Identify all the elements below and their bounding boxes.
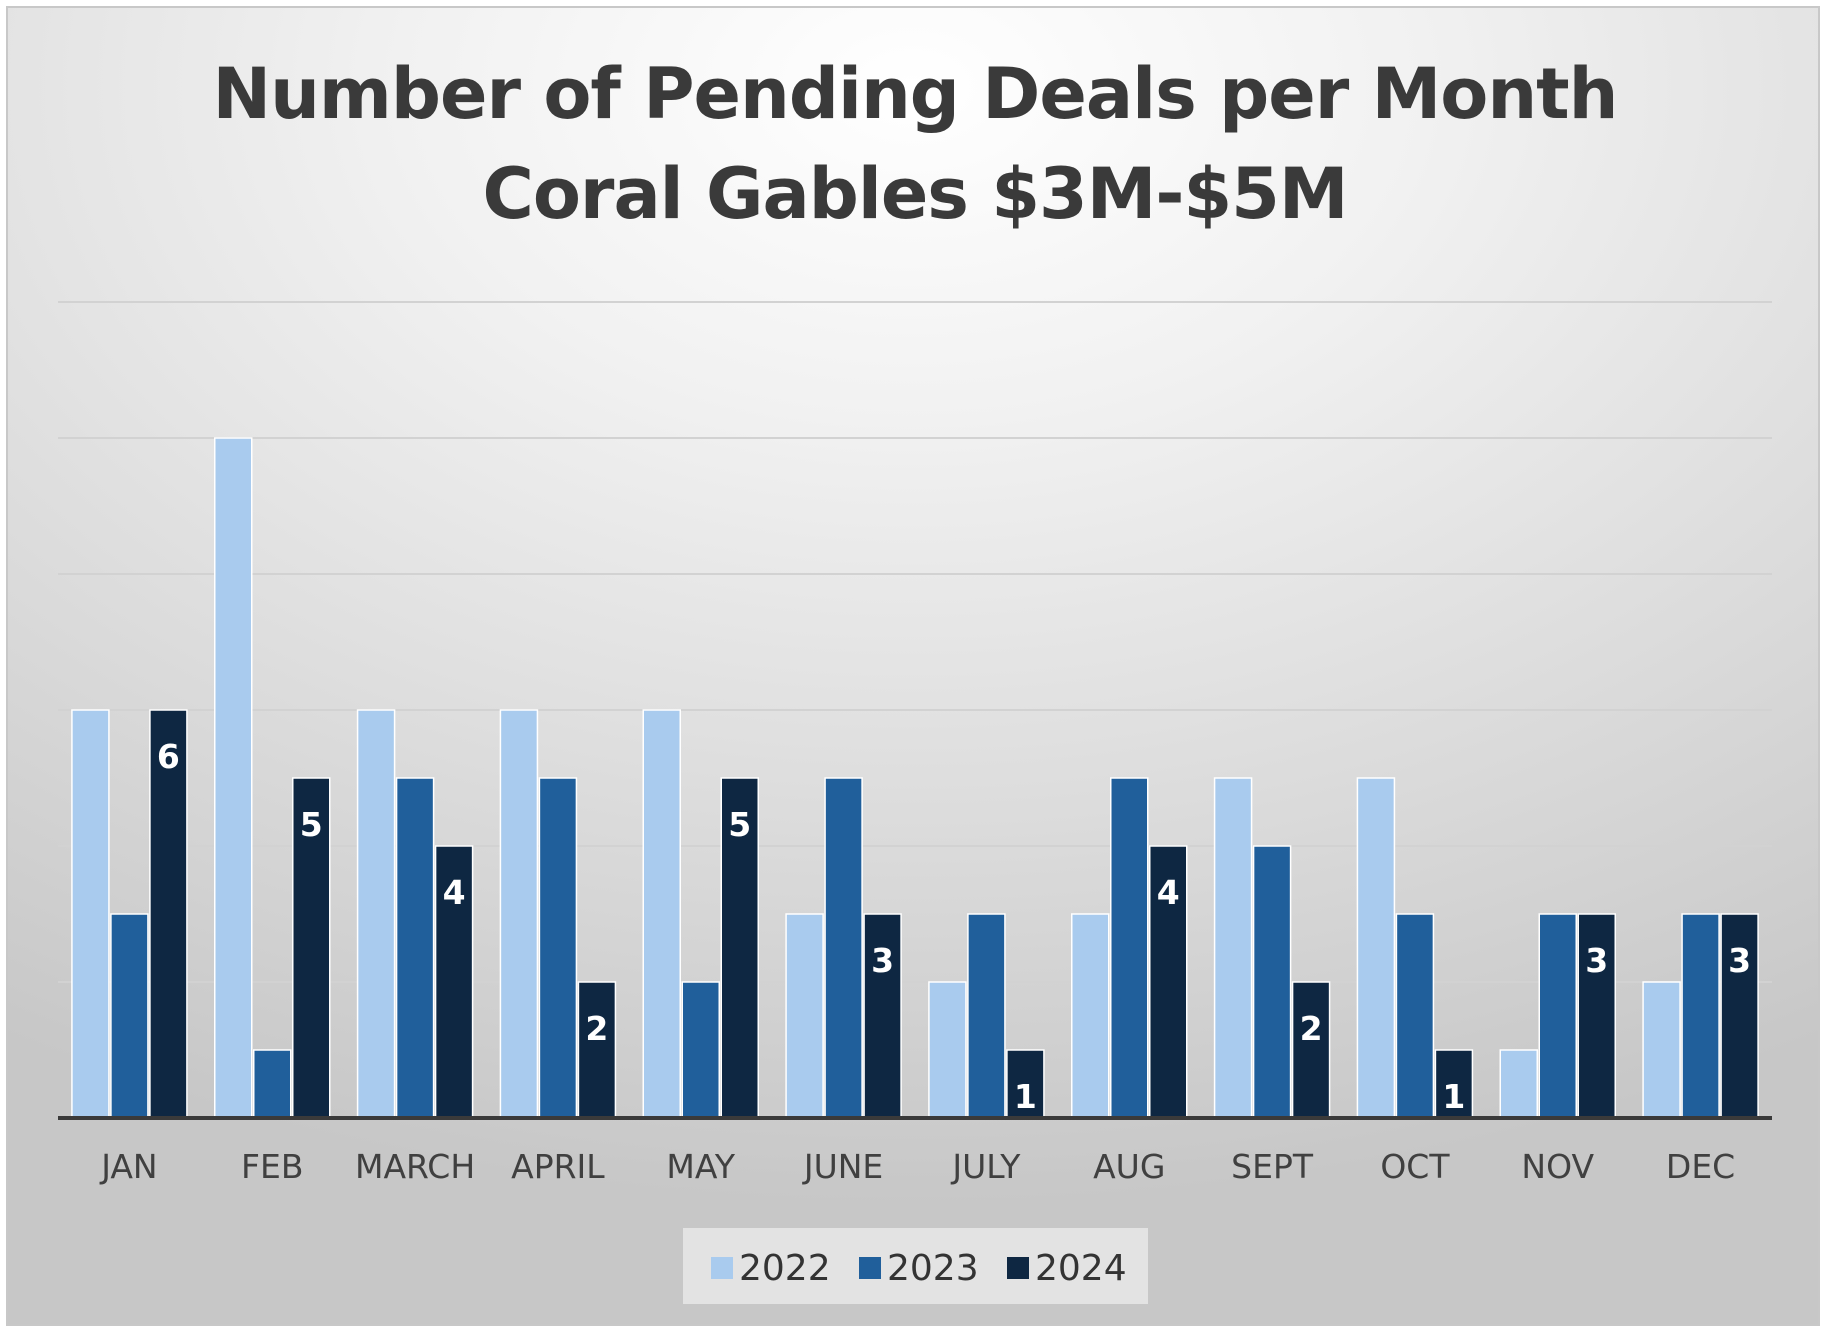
bar-2022-nov bbox=[1499, 1049, 1538, 1119]
bar-2024-sept bbox=[1291, 981, 1331, 1119]
data-label-2024-dec: 3 bbox=[1728, 941, 1751, 980]
legend-swatch-2023 bbox=[859, 1257, 881, 1279]
data-label-2024-aug: 4 bbox=[1157, 873, 1180, 912]
data-label-2024-sept: 2 bbox=[1300, 1009, 1323, 1048]
bar-2023-june bbox=[824, 777, 863, 1119]
data-label-2024-may: 5 bbox=[728, 805, 751, 844]
bar-2024-june bbox=[863, 913, 902, 1119]
bar-2023-july bbox=[967, 913, 1006, 1119]
legend-swatch-2024 bbox=[1007, 1257, 1029, 1279]
data-label-2024-feb: 5 bbox=[300, 805, 323, 844]
data-label-2024-june: 3 bbox=[871, 941, 894, 980]
data-label-2024-july: 1 bbox=[1014, 1077, 1037, 1116]
legend: 2022 2023 2024 bbox=[683, 1228, 1148, 1304]
bar-2023-march bbox=[395, 777, 435, 1119]
x-tick-label-july: JULY bbox=[950, 1147, 1021, 1186]
bar-2024-aug bbox=[1149, 845, 1188, 1119]
bar-2023-dec bbox=[1681, 913, 1720, 1119]
bar-2023-april bbox=[538, 777, 578, 1119]
x-tick-label-oct: OCT bbox=[1380, 1147, 1450, 1186]
bar-2023-jan bbox=[110, 913, 149, 1119]
x-tick-label-nov: NOV bbox=[1521, 1147, 1594, 1186]
bar-2024-feb bbox=[292, 777, 331, 1119]
bar-2022-dec bbox=[1642, 981, 1681, 1119]
bar-2022-april bbox=[499, 709, 539, 1119]
x-tick-label-dec: DEC bbox=[1666, 1147, 1735, 1186]
x-tick-label-may: MAY bbox=[666, 1147, 735, 1186]
bar-2022-july bbox=[928, 981, 967, 1119]
legend-label-2022: 2022 bbox=[739, 1248, 831, 1289]
chart: Number of Pending Deals per Month Coral … bbox=[58, 53, 1772, 1304]
gridlines bbox=[58, 301, 1772, 983]
bar-2023-may bbox=[681, 981, 720, 1119]
bar-2022-june bbox=[785, 913, 824, 1119]
bar-2022-aug bbox=[1071, 913, 1110, 1119]
x-tick-label-april: APRIL bbox=[511, 1147, 605, 1186]
chart-frame: Number of Pending Deals per Month Coral … bbox=[6, 6, 1820, 1326]
bar-2023-nov bbox=[1538, 913, 1577, 1119]
bar-2023-sept bbox=[1252, 845, 1292, 1119]
legend-label-2024: 2024 bbox=[1035, 1248, 1127, 1289]
chart-subtitle: Coral Gables $3M-$5M bbox=[482, 153, 1347, 235]
data-label-2024-oct: 1 bbox=[1442, 1077, 1465, 1116]
x-tick-label-sept: SEPT bbox=[1231, 1147, 1314, 1186]
x-tick-label-march: MARCH bbox=[355, 1147, 475, 1186]
x-tick-label-feb: FEB bbox=[241, 1147, 303, 1186]
bar-2023-feb bbox=[253, 1049, 292, 1119]
chart-title: Number of Pending Deals per Month bbox=[213, 53, 1618, 135]
x-axis: JAN FEB MARCH APRIL MAY JUNE JULY AUG SEPT OCT NOV… bbox=[58, 1116, 1772, 1186]
bar-2022-oct bbox=[1356, 777, 1396, 1119]
legend-label-2023: 2023 bbox=[887, 1248, 979, 1289]
bar-2022-feb bbox=[214, 437, 253, 1119]
bar-2024-july bbox=[1006, 1049, 1045, 1119]
data-labels: 6 5 4 2 5 3 1 4 2 1 3 3 bbox=[157, 737, 1751, 1116]
data-label-2024-april: 2 bbox=[585, 1009, 608, 1048]
bar-2022-sept bbox=[1213, 777, 1253, 1119]
bar-2024-dec bbox=[1720, 913, 1759, 1119]
data-label-2024-nov: 3 bbox=[1585, 941, 1608, 980]
bar-2023-aug bbox=[1110, 777, 1149, 1119]
x-tick-label-aug: AUG bbox=[1093, 1147, 1165, 1186]
bar-2022-may bbox=[642, 709, 681, 1119]
legend-box bbox=[683, 1228, 1148, 1304]
data-label-2024-jan: 6 bbox=[157, 737, 180, 776]
bar-2024-oct bbox=[1434, 1049, 1474, 1119]
legend-swatch-2022 bbox=[711, 1257, 733, 1279]
bar-2024-march bbox=[434, 845, 474, 1119]
bar-2022-jan bbox=[71, 709, 110, 1119]
x-tick-label-june: JUNE bbox=[802, 1147, 883, 1186]
bar-2024-may bbox=[720, 777, 759, 1119]
bar-2024-april bbox=[577, 981, 617, 1119]
data-label-2024-march: 4 bbox=[443, 873, 466, 912]
bars bbox=[71, 437, 1759, 1119]
bar-2022-march bbox=[356, 709, 396, 1119]
bar-2023-oct bbox=[1395, 913, 1435, 1119]
x-tick-label-jan: JAN bbox=[99, 1147, 157, 1186]
